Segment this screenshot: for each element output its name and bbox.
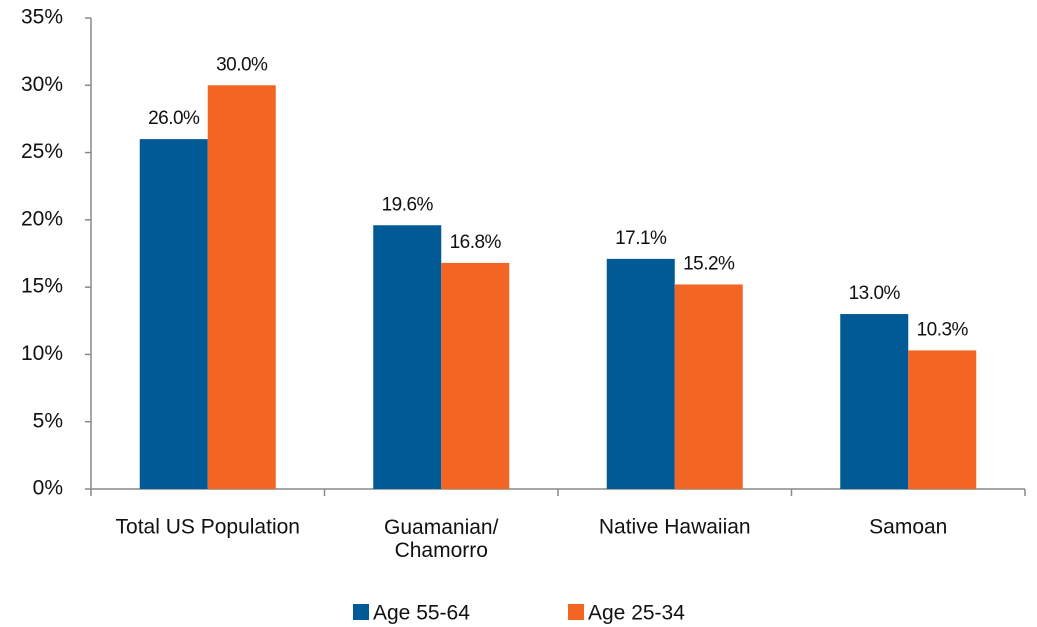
- value-label vl: 17.1%: [615, 228, 667, 249]
- legend-swatch: [353, 604, 369, 620]
- bar: [441, 262, 510, 489]
- x-tick-label: Samoan: [869, 516, 947, 539]
- x-tick-label: Total US Population: [116, 516, 300, 539]
- legend-label: Age 55-64: [373, 602, 470, 625]
- y-tick-label: 5%: [33, 409, 63, 432]
- y-tick-label: 0%: [33, 477, 63, 500]
- value-label vl: 26.0%: [148, 108, 200, 129]
- bar: [908, 350, 977, 489]
- value-label vl: 10.3%: [917, 319, 969, 340]
- bar: [840, 314, 909, 489]
- y-tick-label: 10%: [21, 342, 63, 365]
- value-label vl: 15.2%: [683, 253, 735, 274]
- y-tick-label: 20%: [21, 207, 63, 230]
- x-tick-label: Native Hawaiian: [599, 516, 751, 539]
- bar: [139, 139, 208, 489]
- value-label vl: 16.8%: [450, 232, 502, 253]
- y-tick-label: 35%: [21, 6, 63, 29]
- value-label vl: 19.6%: [382, 194, 434, 215]
- legend-label: Age 25-34: [588, 602, 685, 625]
- legend-swatch: [568, 604, 584, 620]
- y-tick-label: 15%: [21, 275, 63, 298]
- bar: [207, 85, 276, 490]
- value-label vl: 13.0%: [849, 283, 901, 304]
- y-tick-label: 30%: [21, 73, 63, 96]
- value-label vl: 30.0%: [216, 54, 268, 75]
- y-tick-label: 25%: [21, 140, 63, 163]
- bar: [373, 225, 442, 490]
- x-tick-label: Guamanian/Chamorro: [384, 516, 499, 562]
- bar: [606, 258, 675, 489]
- bar: [674, 284, 743, 489]
